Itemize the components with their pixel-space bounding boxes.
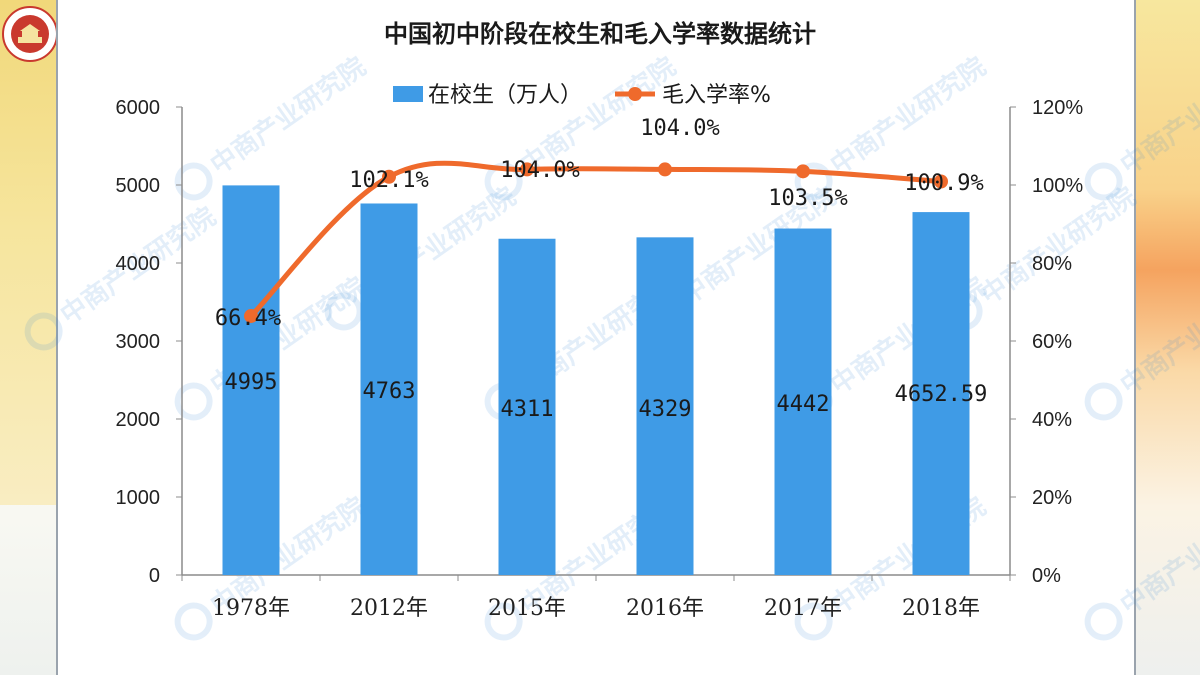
bar <box>912 212 970 576</box>
watermark-text: 中商产业研究院 <box>1115 271 1200 401</box>
right-tick-label: 40% <box>1032 409 1072 431</box>
legend: 在校生（万人） 毛入学率% <box>393 83 771 108</box>
bars <box>222 185 970 576</box>
right-tick-label: 120% <box>1032 97 1083 119</box>
watermark-text: 中商产业研究院 <box>1115 491 1200 621</box>
bar <box>498 238 556 575</box>
watermark: 中商产业研究院 <box>1084 271 1200 421</box>
rate-data-label: 102.1% <box>349 168 428 193</box>
x-tick-label: 2012年 <box>350 596 428 621</box>
bar-data-label: 4995 <box>225 370 278 395</box>
left-decoration <box>0 0 58 505</box>
right-tick-label: 0% <box>1032 565 1061 587</box>
bar <box>774 228 832 576</box>
bar-data-label: 4763 <box>363 379 416 404</box>
watermark: 中商产业研究院 <box>174 51 372 201</box>
rate-data-label: 104.0% <box>640 116 719 141</box>
rate-data-label: 104.0% <box>500 158 579 183</box>
bar <box>222 185 280 575</box>
left-tick-label: 5000 <box>116 175 161 197</box>
bar <box>360 203 418 575</box>
left-tick-label: 1000 <box>116 487 161 509</box>
bar-data-label: 4442 <box>777 392 830 417</box>
x-tick-label: 2016年 <box>626 596 704 621</box>
left-tick-label: 4000 <box>116 253 161 275</box>
rate-line <box>248 160 944 319</box>
left-tick-label: 0 <box>149 565 160 587</box>
rate-point <box>520 162 534 177</box>
rate-data-label: 100.9% <box>904 171 983 196</box>
watermark: 中商产业研究院 <box>1084 491 1200 641</box>
legend-label-bar: 在校生（万人） <box>428 83 582 108</box>
rate-point <box>796 164 810 179</box>
right-tick-label: 20% <box>1032 487 1072 509</box>
bar-data-label: 4652.59 <box>895 382 988 407</box>
line-series <box>244 160 948 324</box>
bar <box>636 237 694 575</box>
axes: 0 1000 2000 3000 4000 5000 6000 0% 20% 40% 60% 80% 1… <box>116 97 1084 621</box>
left-tick-label: 6000 <box>116 97 161 119</box>
rate-data-label: 103.5% <box>768 186 847 211</box>
rate-point <box>934 174 948 189</box>
left-tick-label: 2000 <box>116 409 161 431</box>
watermark-text: 中商产业研究院 <box>975 181 1142 311</box>
legend-label-line: 毛入学率% <box>662 83 771 108</box>
rate-point <box>658 162 672 177</box>
right-tick-label: 80% <box>1032 253 1072 275</box>
rate-point <box>244 309 258 324</box>
emblem-logo <box>2 6 58 62</box>
x-tick-label: 2017年 <box>764 596 842 621</box>
rate-data-label: 66.4% <box>215 306 281 331</box>
watermark: 中商产业研究院 <box>1084 51 1200 201</box>
x-tick-label: 2015年 <box>488 596 566 621</box>
bar-data-label: 4329 <box>639 397 692 422</box>
watermark-text: 中商产业研究院 <box>205 51 372 181</box>
rate-point <box>382 169 396 184</box>
chart-title: 中国初中阶段在校生和毛入学率数据统计 <box>384 19 816 48</box>
x-tick-label: 2018年 <box>902 596 980 621</box>
x-tick-label: 1978年 <box>212 596 290 621</box>
left-tick-label: 3000 <box>116 331 161 353</box>
watermark-text: 中商产业研究院 <box>1115 51 1200 181</box>
right-tick-label: 60% <box>1032 331 1072 353</box>
right-tick-label: 100% <box>1032 175 1083 197</box>
legend-swatch-bar <box>393 86 423 102</box>
data-labels: 4995 4763 4311 4329 4442 4652.59 66.4% 102.1% 10… <box>215 116 987 422</box>
watermark-text: 中商产业研究院 <box>825 51 992 181</box>
legend-swatch-marker <box>628 87 642 101</box>
bar-data-label: 4311 <box>501 397 554 422</box>
